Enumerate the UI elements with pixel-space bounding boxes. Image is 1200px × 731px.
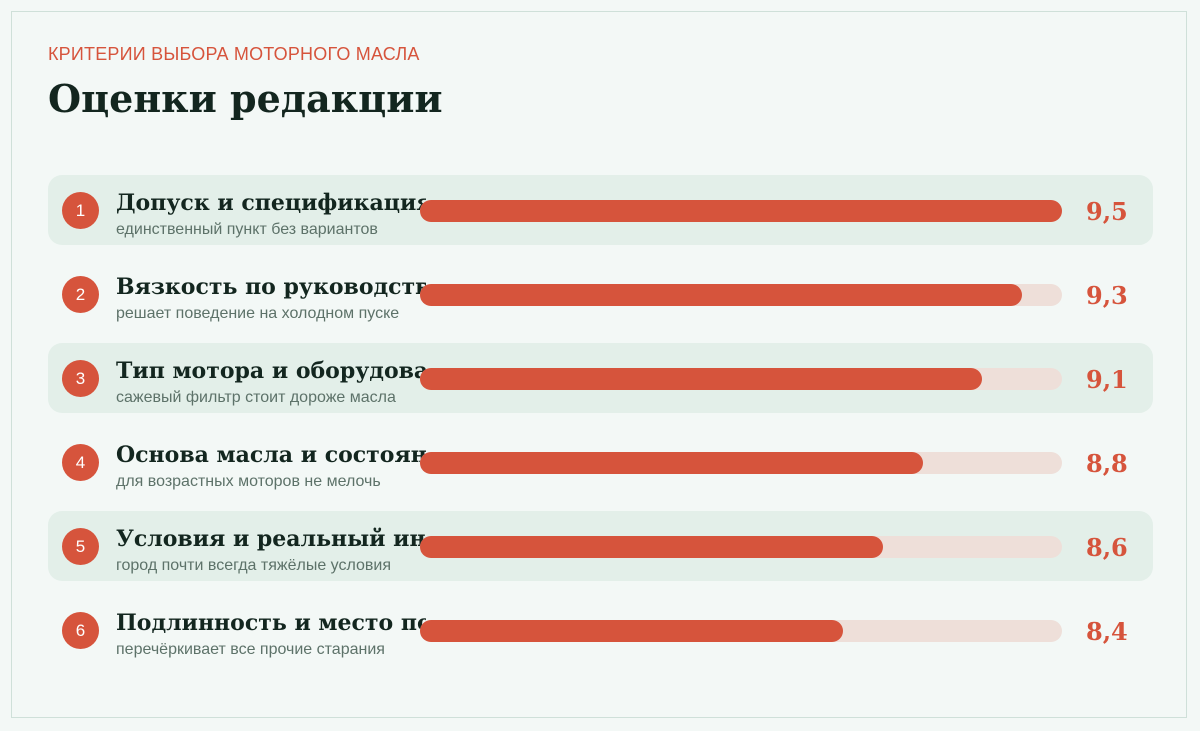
score-value: 8,4	[1086, 617, 1128, 646]
criterion-label: Допуск и спецификация	[116, 190, 426, 216]
bar-track	[420, 620, 1062, 642]
bar-track	[420, 368, 1062, 390]
card-frame	[11, 11, 1187, 718]
criterion-subtitle: для возрастных моторов не мелочь	[116, 473, 381, 490]
bar-track	[420, 452, 1062, 474]
bar-fill	[420, 284, 1022, 306]
score-value: 8,6	[1086, 533, 1128, 562]
score-value: 9,1	[1086, 365, 1128, 394]
score-value: 9,5	[1086, 197, 1128, 226]
bar-fill	[420, 452, 923, 474]
rating-row: 5 Условия и реальный интервал город почти …	[48, 511, 1153, 581]
bar-fill	[420, 620, 843, 642]
eyebrow-text: КРИТЕРИИ ВЫБОРА МОТОРНОГО МАСЛА	[48, 44, 420, 64]
criterion-label: Вязкость по руководству	[116, 274, 426, 300]
bar-fill	[420, 536, 883, 558]
criterion-label: Подлинность и место покупки	[116, 610, 426, 636]
rating-row: 3 Тип мотора и оборудование сажевый фильтр…	[48, 343, 1153, 413]
bar-fill	[420, 200, 1062, 222]
bar-track	[420, 200, 1062, 222]
score-value: 9,3	[1086, 281, 1128, 310]
rank-badge: 5	[62, 528, 99, 565]
criterion-subtitle: решает поведение на холодном пуске	[116, 305, 400, 322]
score-value: 8,8	[1086, 449, 1128, 478]
rating-list: 1 Допуск и спецификация единственный пункт…	[48, 175, 1153, 679]
criterion-label: Тип мотора и оборудование	[116, 358, 426, 384]
page-title: Оценки редакции	[48, 76, 443, 121]
criterion-subtitle: город почти всегда тяжёлые условия	[116, 557, 391, 574]
rating-row: 6 Подлинность и место покупки перечёркивае…	[48, 595, 1153, 665]
bar-fill	[420, 368, 982, 390]
rank-badge: 4	[62, 444, 99, 481]
rating-row: 4 Основа масла и состояние для возрастных …	[48, 427, 1153, 497]
criterion-subtitle: перечёркивает все прочие старания	[116, 641, 385, 658]
bar-track	[420, 284, 1062, 306]
criterion-subtitle: сажевый фильтр стоит дороже масла	[116, 389, 396, 406]
bar-track	[420, 536, 1062, 558]
criterion-label: Основа масла и состояние	[116, 442, 426, 468]
rank-badge: 3	[62, 360, 99, 397]
rating-row: 1 Допуск и спецификация единственный пункт…	[48, 175, 1153, 245]
rank-badge: 6	[62, 612, 99, 649]
rating-row: 2 Вязкость по руководству решает поведение…	[48, 259, 1153, 329]
criterion-subtitle: единственный пункт без вариантов	[116, 221, 378, 238]
criterion-label: Условия и реальный интервал	[116, 526, 426, 552]
rank-badge: 2	[62, 276, 99, 313]
rank-badge: 1	[62, 192, 99, 229]
